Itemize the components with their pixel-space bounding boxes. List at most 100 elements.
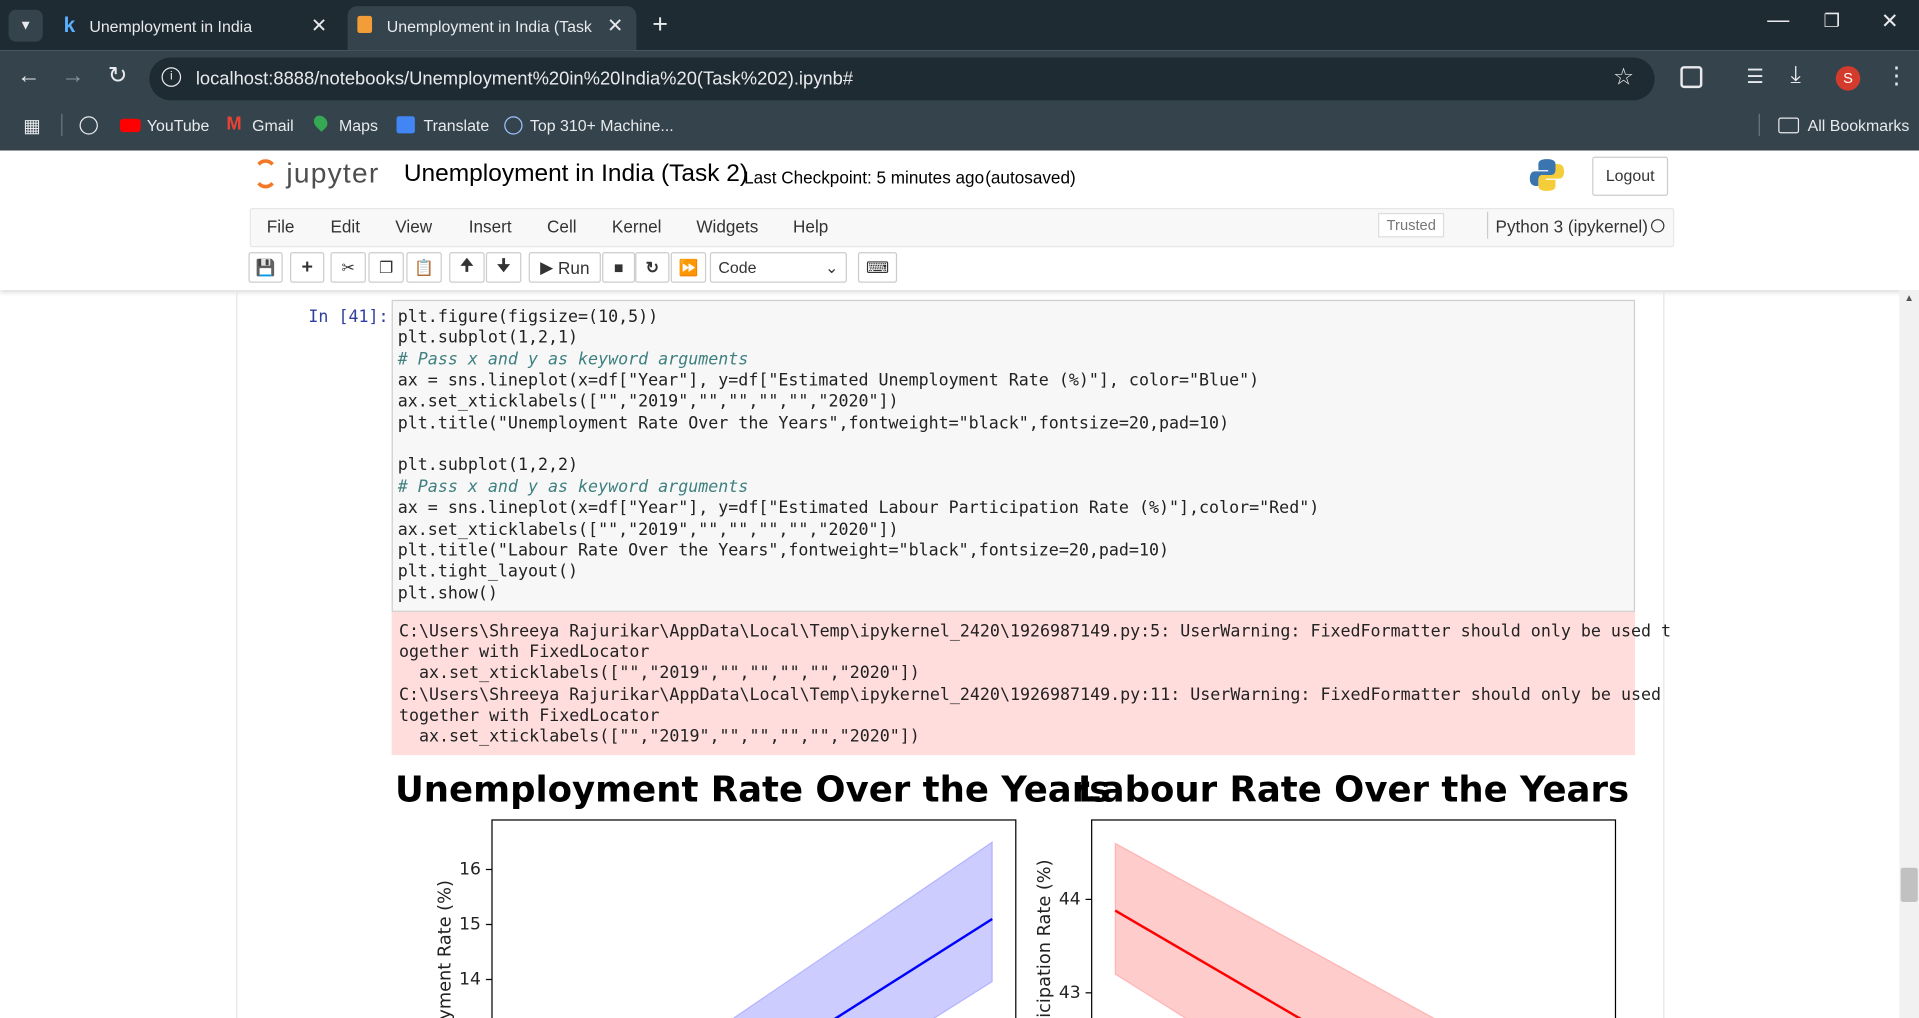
code-line: ax = sns.lineplot(x=df["Year"], y=df["Es… xyxy=(397,498,1320,518)
bookmark[interactable]: Gmail xyxy=(252,116,294,135)
all-bookmarks[interactable]: All Bookmarks xyxy=(1807,116,1910,135)
translate-icon xyxy=(396,116,415,134)
menubar xyxy=(249,208,1675,248)
axes-frame xyxy=(491,819,1017,1018)
stop-button[interactable]: ■ xyxy=(602,252,636,283)
minimize[interactable]: — xyxy=(1767,7,1790,32)
profile[interactable]: S xyxy=(1835,66,1861,91)
y-tick-label: 15 xyxy=(459,914,481,934)
stderr-output xyxy=(391,611,1636,756)
y-axis-label: Estimated Unemployment Rate (%) xyxy=(435,880,455,1018)
line xyxy=(1114,909,1302,1018)
tab[interactable]: k Unemployment in India ✕ xyxy=(49,6,343,50)
copy-button[interactable]: ❐ xyxy=(368,252,404,283)
menu[interactable]: ⋮ xyxy=(1884,63,1908,90)
forward[interactable]: → xyxy=(61,63,85,90)
move-up-button[interactable]: 🠉 xyxy=(449,252,485,283)
cut-button[interactable]: ✂ xyxy=(330,252,366,283)
bookmark[interactable]: Maps xyxy=(339,116,378,135)
separator xyxy=(61,113,63,136)
stderr-line: ogether with FixedLocator xyxy=(398,642,650,663)
tab-active[interactable]: Unemployment in India (Task 2) ✕ xyxy=(347,6,637,51)
run-label: Run xyxy=(558,257,590,278)
tab-strip xyxy=(0,0,1919,51)
move-down-button[interactable]: 🠋 xyxy=(485,252,522,283)
url[interactable]: localhost:8888/notebooks/Unemployment%20… xyxy=(195,68,854,90)
notebook-title[interactable]: Unemployment in India (Task 2) xyxy=(403,160,749,188)
code-line: ax.set_xticklabels(["","2019","","","","… xyxy=(397,392,899,412)
bookmark[interactable]: Translate xyxy=(423,116,490,135)
code-line: plt.tight_layout() xyxy=(397,561,579,582)
omnibox[interactable]: i localhost:8888/notebooks/Unemployment%… xyxy=(149,57,1655,101)
menu-item[interactable]: File xyxy=(266,216,295,237)
stderr-line: ax.set_xticklabels(["","2019","","","","… xyxy=(398,663,920,684)
kernel-name[interactable]: Python 3 (ipykernel) xyxy=(1495,216,1648,237)
downloads[interactable]: ⤓ xyxy=(1790,62,1801,89)
gmail-icon: M xyxy=(226,113,242,135)
site-info[interactable]: i xyxy=(161,67,182,87)
menu-item[interactable]: Cell xyxy=(547,216,577,237)
menu-item[interactable]: Insert xyxy=(468,216,512,237)
bookmark[interactable]: YouTube xyxy=(146,116,210,135)
code-line: ax.set_xticklabels(["","2019","","","","… xyxy=(397,519,899,540)
code-cell[interactable] xyxy=(391,299,1636,612)
code-line: plt.subplot(1,2,2) xyxy=(397,455,579,476)
folder-icon xyxy=(1778,117,1800,134)
code-line: plt.title("Unemployment Rate Over the Ye… xyxy=(397,413,1230,433)
plot-title: Unemployment Rate Over the Years xyxy=(395,770,1110,811)
separator xyxy=(1758,113,1760,136)
cell-type-select[interactable]: Code ⌄ xyxy=(709,252,847,283)
code-line: plt.title("Labour Rate Over the Years",f… xyxy=(397,540,1170,561)
tab-search[interactable]: ▼ xyxy=(8,9,43,42)
youtube-icon xyxy=(119,118,141,133)
back[interactable]: ← xyxy=(17,63,41,90)
bookmark[interactable]: Top 310+ Machine... xyxy=(529,116,674,135)
menu-item[interactable]: Help xyxy=(793,216,829,237)
line xyxy=(833,917,993,1018)
code-line: plt.figure(figsize=(10,5)) xyxy=(397,307,659,327)
stderr-line: together with FixedLocator xyxy=(398,705,660,726)
tab-icon: k xyxy=(63,13,76,37)
paste-button[interactable]: 📋 xyxy=(406,252,442,283)
restore[interactable]: ❐ xyxy=(1823,11,1841,32)
python-logo xyxy=(1529,159,1565,191)
notebook-container xyxy=(236,290,1665,1018)
restart-button[interactable]: ↻ xyxy=(635,252,670,283)
save-button[interactable]: 💾 xyxy=(248,252,283,283)
reload[interactable]: ↻ xyxy=(107,63,128,90)
checkpoint: Last Checkpoint: 5 minutes ago xyxy=(744,167,985,188)
jupyter-logo-mark xyxy=(253,159,278,189)
menu-item[interactable]: View xyxy=(395,216,433,237)
code-line: # Pass x and y as keyword arguments xyxy=(397,477,749,497)
apps[interactable]: ▦ xyxy=(23,116,41,138)
keyboard-button[interactable]: ⌨ xyxy=(857,252,898,283)
scroll-thumb[interactable] xyxy=(1900,867,1918,902)
autosave: (autosaved) xyxy=(985,167,1076,188)
run-button[interactable]: ▶ Run xyxy=(528,252,601,283)
tab-close[interactable]: ✕ xyxy=(607,15,624,37)
scroll-up[interactable]: ▲ xyxy=(1904,292,1915,304)
extensions[interactable] xyxy=(1680,66,1703,89)
trusted[interactable]: Trusted xyxy=(1378,212,1445,238)
new-tab[interactable]: + xyxy=(652,8,669,40)
run-all-button[interactable]: ⏩ xyxy=(670,252,707,283)
logout-button[interactable]: Logout xyxy=(1592,156,1669,196)
stderr-line: C:\Users\Shreeya Rajurikar\AppData\Local… xyxy=(398,684,1662,705)
media[interactable]: ☰ xyxy=(1746,67,1764,89)
axes-frame xyxy=(1091,819,1617,1018)
insert-button[interactable]: + xyxy=(290,252,325,283)
close-window[interactable]: ✕ xyxy=(1881,9,1899,34)
tab-close[interactable]: ✕ xyxy=(310,15,328,37)
scrollbar[interactable]: ▲ xyxy=(1899,290,1919,1018)
code-line: plt.show() xyxy=(397,583,498,603)
menu-item[interactable]: Edit xyxy=(330,216,360,237)
separator xyxy=(1486,211,1489,239)
jupyter-logo[interactable]: jupyter xyxy=(286,156,380,189)
tab-title: Unemployment in India xyxy=(89,17,253,36)
menu-item[interactable]: Widgets xyxy=(696,216,759,237)
bookmark-star[interactable]: ☆ xyxy=(1613,64,1634,91)
menu-item[interactable]: Kernel xyxy=(611,216,662,237)
plot-title: Labour Rate Over the Years xyxy=(1078,770,1629,811)
y-tick-label: 16 xyxy=(459,859,481,879)
